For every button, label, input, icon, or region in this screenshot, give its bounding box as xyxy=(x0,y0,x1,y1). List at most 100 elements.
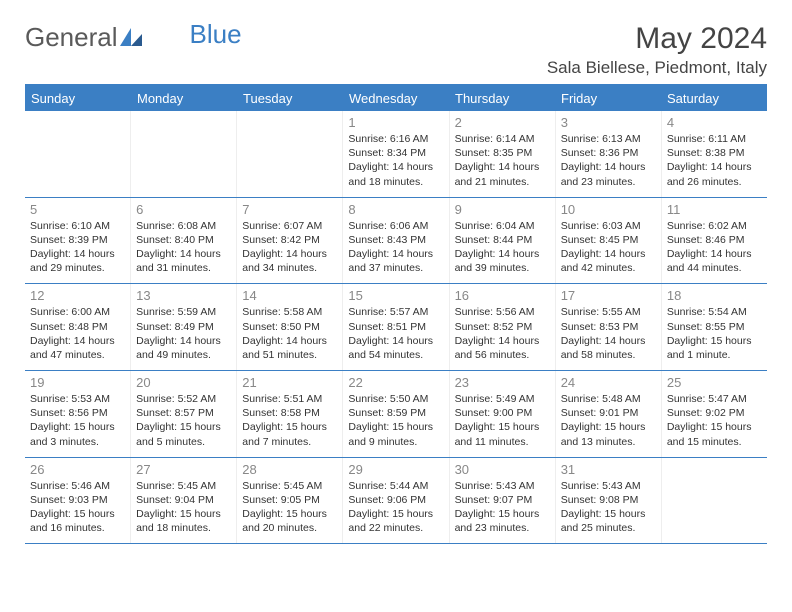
day-number: 2 xyxy=(455,115,550,130)
day-cell: 31Sunrise: 5:43 AMSunset: 9:08 PMDayligh… xyxy=(556,458,662,544)
day-cell: 15 Sunrise: 5:57 AMSunset: 8:51 PMDayligh… xyxy=(343,284,449,370)
day-info: Sunrise: 6:06 AMSunset: 8:43 PMDaylight:… xyxy=(348,219,443,276)
day-cell: 5 Sunrise: 6:10 AMSunset: 8:39 PMDaylight… xyxy=(25,198,131,284)
day-info: Sunrise: 5:52 AMSunset: 8:57 PMDaylight:… xyxy=(136,392,231,449)
day-info: Sunrise: 5:58 AMSunset: 8:50 PMDaylight:… xyxy=(242,305,337,362)
brand-text-1: General xyxy=(25,22,118,53)
day-cell: 24Sunrise: 5:48 AMSunset: 9:01 PMDayligh… xyxy=(556,371,662,457)
day-number: 11 xyxy=(667,202,762,217)
day-cell: 17 Sunrise: 5:55 AMSunset: 8:53 PMDayligh… xyxy=(556,284,662,370)
day-info: Sunrise: 6:00 AMSunset: 8:48 PMDaylight:… xyxy=(30,305,125,362)
day-number: 31 xyxy=(561,462,656,477)
day-info: Sunrise: 5:43 AMSunset: 9:07 PMDaylight:… xyxy=(455,479,550,536)
day-number: 18 xyxy=(667,288,762,303)
day-cell: 3 Sunrise: 6:13 AMSunset: 8:36 PMDaylight… xyxy=(556,111,662,197)
day-info: Sunrise: 5:50 AMSunset: 8:59 PMDaylight:… xyxy=(348,392,443,449)
day-info: Sunrise: 5:55 AMSunset: 8:53 PMDaylight:… xyxy=(561,305,656,362)
day-cell: 4 Sunrise: 6:11 AMSunset: 8:38 PMDaylight… xyxy=(662,111,767,197)
day-info: Sunrise: 6:07 AMSunset: 8:42 PMDaylight:… xyxy=(242,219,337,276)
day-info: Sunrise: 5:51 AMSunset: 8:58 PMDaylight:… xyxy=(242,392,337,449)
day-cell: 23Sunrise: 5:49 AMSunset: 9:00 PMDayligh… xyxy=(450,371,556,457)
day-header-cell: Tuesday xyxy=(237,86,343,111)
day-info: Sunrise: 6:16 AMSunset: 8:34 PMDaylight:… xyxy=(348,132,443,189)
day-number: 20 xyxy=(136,375,231,390)
day-info: Sunrise: 5:47 AMSunset: 9:02 PMDaylight:… xyxy=(667,392,762,449)
day-number: 12 xyxy=(30,288,125,303)
day-info: Sunrise: 5:53 AMSunset: 8:56 PMDaylight:… xyxy=(30,392,125,449)
day-number: 4 xyxy=(667,115,762,130)
week-row: 19 Sunrise: 5:53 AMSunset: 8:56 PMDayligh… xyxy=(25,371,767,458)
day-number: 22 xyxy=(348,375,443,390)
day-number: 29 xyxy=(348,462,443,477)
day-number: 24 xyxy=(561,375,656,390)
day-info: Sunrise: 5:54 AMSunset: 8:55 PMDaylight:… xyxy=(667,305,762,362)
day-number: 1 xyxy=(348,115,443,130)
day-cell: 20 Sunrise: 5:52 AMSunset: 8:57 PMDayligh… xyxy=(131,371,237,457)
day-number: 14 xyxy=(242,288,337,303)
day-cell: 22 Sunrise: 5:50 AMSunset: 8:59 PMDayligh… xyxy=(343,371,449,457)
day-cell xyxy=(237,111,343,197)
day-number: 7 xyxy=(242,202,337,217)
header: General Blue May 2024 Sala Biellese, Pie… xyxy=(25,22,767,78)
day-info: Sunrise: 5:59 AMSunset: 8:49 PMDaylight:… xyxy=(136,305,231,362)
day-info: Sunrise: 5:57 AMSunset: 8:51 PMDaylight:… xyxy=(348,305,443,362)
day-number: 5 xyxy=(30,202,125,217)
day-cell: 13 Sunrise: 5:59 AMSunset: 8:49 PMDayligh… xyxy=(131,284,237,370)
brand-text-2: Blue xyxy=(190,19,242,50)
day-info: Sunrise: 6:10 AMSunset: 8:39 PMDaylight:… xyxy=(30,219,125,276)
day-cell: 10 Sunrise: 6:03 AMSunset: 8:45 PMDayligh… xyxy=(556,198,662,284)
week-row: 5 Sunrise: 6:10 AMSunset: 8:39 PMDaylight… xyxy=(25,198,767,285)
day-number: 10 xyxy=(561,202,656,217)
day-number: 16 xyxy=(455,288,550,303)
day-info: Sunrise: 6:14 AMSunset: 8:35 PMDaylight:… xyxy=(455,132,550,189)
day-cell: 6 Sunrise: 6:08 AMSunset: 8:40 PMDaylight… xyxy=(131,198,237,284)
day-header-cell: Wednesday xyxy=(343,86,449,111)
day-number: 17 xyxy=(561,288,656,303)
day-cell: 1 Sunrise: 6:16 AMSunset: 8:34 PMDaylight… xyxy=(343,111,449,197)
day-cell xyxy=(131,111,237,197)
day-cell: 28Sunrise: 5:45 AMSunset: 9:05 PMDayligh… xyxy=(237,458,343,544)
week-row: 12 Sunrise: 6:00 AMSunset: 8:48 PMDayligh… xyxy=(25,284,767,371)
title-block: May 2024 Sala Biellese, Piedmont, Italy xyxy=(547,22,767,78)
day-cell xyxy=(662,458,767,544)
day-info: Sunrise: 5:45 AMSunset: 9:04 PMDaylight:… xyxy=(136,479,231,536)
day-cell: 14 Sunrise: 5:58 AMSunset: 8:50 PMDayligh… xyxy=(237,284,343,370)
day-number: 23 xyxy=(455,375,550,390)
day-info: Sunrise: 5:44 AMSunset: 9:06 PMDaylight:… xyxy=(348,479,443,536)
day-cell xyxy=(25,111,131,197)
week-row: 26 Sunrise: 5:46 AMSunset: 9:03 PMDayligh… xyxy=(25,458,767,545)
day-cell: 12 Sunrise: 6:00 AMSunset: 8:48 PMDayligh… xyxy=(25,284,131,370)
day-info: Sunrise: 6:08 AMSunset: 8:40 PMDaylight:… xyxy=(136,219,231,276)
day-number: 21 xyxy=(242,375,337,390)
day-header-cell: Friday xyxy=(555,86,661,111)
logo-icon xyxy=(120,22,142,53)
day-number: 8 xyxy=(348,202,443,217)
day-cell: 21 Sunrise: 5:51 AMSunset: 8:58 PMDayligh… xyxy=(237,371,343,457)
day-cell: 27Sunrise: 5:45 AMSunset: 9:04 PMDayligh… xyxy=(131,458,237,544)
day-number: 19 xyxy=(30,375,125,390)
day-number: 15 xyxy=(348,288,443,303)
day-info: Sunrise: 6:02 AMSunset: 8:46 PMDaylight:… xyxy=(667,219,762,276)
day-cell: 7 Sunrise: 6:07 AMSunset: 8:42 PMDaylight… xyxy=(237,198,343,284)
day-header-row: SundayMondayTuesdayWednesdayThursdayFrid… xyxy=(25,86,767,111)
day-info: Sunrise: 6:03 AMSunset: 8:45 PMDaylight:… xyxy=(561,219,656,276)
day-cell: 9Sunrise: 6:04 AMSunset: 8:44 PMDaylight… xyxy=(450,198,556,284)
day-cell: 25Sunrise: 5:47 AMSunset: 9:02 PMDayligh… xyxy=(662,371,767,457)
day-number: 3 xyxy=(561,115,656,130)
day-cell: 30Sunrise: 5:43 AMSunset: 9:07 PMDayligh… xyxy=(450,458,556,544)
brand-logo: General Blue xyxy=(25,22,242,53)
day-header-cell: Saturday xyxy=(661,86,767,111)
day-cell: 26 Sunrise: 5:46 AMSunset: 9:03 PMDayligh… xyxy=(25,458,131,544)
week-row: 1 Sunrise: 6:16 AMSunset: 8:34 PMDaylight… xyxy=(25,111,767,198)
day-info: Sunrise: 6:13 AMSunset: 8:36 PMDaylight:… xyxy=(561,132,656,189)
calendar: SundayMondayTuesdayWednesdayThursdayFrid… xyxy=(25,84,767,544)
day-cell: 8 Sunrise: 6:06 AMSunset: 8:43 PMDaylight… xyxy=(343,198,449,284)
day-number: 26 xyxy=(30,462,125,477)
day-cell: 11 Sunrise: 6:02 AMSunset: 8:46 PMDayligh… xyxy=(662,198,767,284)
day-number: 6 xyxy=(136,202,231,217)
day-info: Sunrise: 6:11 AMSunset: 8:38 PMDaylight:… xyxy=(667,132,762,189)
month-title: May 2024 xyxy=(547,22,767,56)
day-number: 13 xyxy=(136,288,231,303)
day-info: Sunrise: 6:04 AMSunset: 8:44 PMDaylight:… xyxy=(455,219,550,276)
day-info: Sunrise: 5:46 AMSunset: 9:03 PMDaylight:… xyxy=(30,479,125,536)
